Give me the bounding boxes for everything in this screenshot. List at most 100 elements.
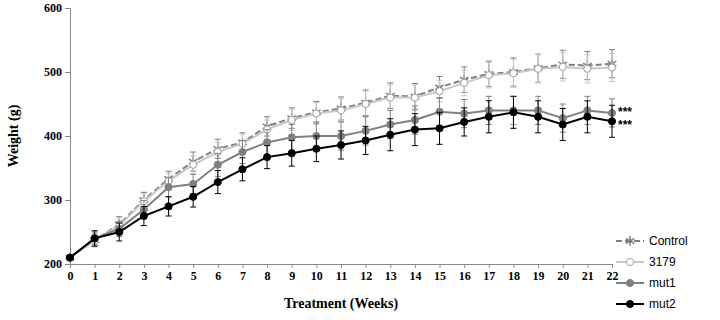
series	[66, 50, 617, 263]
x-tick-mark	[513, 264, 514, 268]
x-tick-label: 14	[409, 269, 421, 283]
series	[66, 96, 615, 261]
error-bar-cap	[437, 144, 443, 145]
legend-item: Control	[616, 234, 688, 248]
x-tick-label: 3	[141, 269, 147, 283]
point	[362, 137, 369, 144]
point	[559, 63, 566, 70]
legend: Control3179mut1mut2	[616, 234, 688, 311]
error-bar-cap	[116, 216, 122, 217]
error-bar-cap	[609, 105, 615, 106]
error-bar-cap	[412, 84, 418, 85]
x-tick-mark	[440, 264, 441, 268]
error-bar	[116, 221, 122, 236]
error-bar-cap	[215, 170, 221, 171]
x-tick-label: 12	[360, 269, 372, 283]
y-axis: 200300400500600	[44, 1, 71, 271]
error-bar-cap	[190, 174, 196, 175]
error-bar-cap	[289, 140, 295, 141]
error-bar-cap	[560, 104, 566, 105]
series-line	[70, 112, 612, 257]
error-bar-cap	[338, 98, 344, 99]
x-tick-label: 6	[215, 269, 221, 283]
error-bar-cap	[609, 49, 615, 50]
error-bar-cap	[510, 128, 516, 129]
series-line	[70, 64, 612, 258]
x-tick-mark	[538, 264, 539, 268]
error-bar-cap	[166, 173, 172, 174]
series	[66, 96, 615, 261]
x-tick-label: 13	[385, 269, 397, 283]
error-bar-cap	[535, 54, 541, 55]
error-bar	[190, 152, 196, 171]
error-bar-cap	[166, 177, 172, 178]
error-bar-cap	[116, 221, 122, 222]
error-bar	[560, 53, 566, 81]
x-tick-label: 19	[533, 269, 545, 283]
point	[436, 88, 443, 95]
error-bar-cap	[264, 129, 270, 130]
error-bar-cap	[190, 207, 196, 208]
error-bar-cap	[387, 110, 393, 111]
error-bar-cap	[412, 145, 418, 146]
error-bar	[338, 131, 344, 159]
error-bar-cap	[584, 96, 590, 97]
point	[535, 65, 542, 72]
error-bar-cap	[116, 217, 122, 218]
error-bar-cap	[289, 109, 295, 110]
error-bar-cap	[560, 108, 566, 109]
error-bar-cap	[387, 150, 393, 151]
x-tick-label: 16	[459, 269, 471, 283]
error-bar-cap	[313, 121, 319, 122]
error-bar-cap	[190, 155, 196, 156]
point	[436, 125, 443, 132]
error-bar-cap	[239, 134, 245, 135]
x-tick-mark	[267, 264, 268, 268]
error-bar-cap	[239, 132, 245, 133]
error-bar	[363, 91, 369, 117]
error-bar-cap	[313, 136, 319, 137]
error-bar	[215, 171, 221, 194]
error-bar-cap	[313, 101, 319, 102]
x-tick: 11	[336, 264, 347, 283]
x-tick-label: 2	[117, 269, 123, 283]
chart: 0123456789101112131415161718192021222003…	[0, 0, 720, 320]
error-bar-cap	[166, 196, 172, 197]
x-tick-label: 22	[607, 269, 619, 283]
error-bar-cap	[510, 59, 516, 60]
error-bar-cap	[264, 145, 270, 146]
error-bar-cap	[338, 159, 344, 160]
error-bar-cap	[289, 166, 295, 167]
error-bar	[560, 108, 566, 140]
error-bar-cap	[313, 161, 319, 162]
legend-label: 3179	[649, 255, 676, 269]
y-tick-mark	[65, 136, 70, 137]
y-axis-line	[65, 9, 71, 265]
error-bar-cap	[437, 112, 443, 113]
legend-label: mut1	[649, 276, 676, 290]
error-bar-cap	[510, 57, 516, 58]
x-tick-mark	[489, 264, 490, 268]
error-bar	[584, 55, 590, 83]
legend-label: Control	[649, 234, 688, 248]
series-line	[70, 67, 612, 258]
error-bar	[92, 231, 98, 246]
error-bar-cap	[313, 102, 319, 103]
x-tick-label: 10	[311, 269, 323, 283]
error-bar-cap	[412, 113, 418, 114]
error-bar-cap	[116, 240, 122, 241]
x-tick-mark	[563, 264, 564, 268]
error-bar	[338, 99, 344, 122]
error-bar-cap	[116, 223, 122, 224]
error-bar	[190, 156, 196, 174]
error-bar-cap	[609, 137, 615, 138]
point	[91, 235, 98, 242]
error-bar-cap	[461, 107, 467, 108]
error-bar	[510, 96, 516, 128]
x-tick-mark	[292, 264, 293, 268]
error-bar-cap	[363, 89, 369, 90]
legend-item: mut1	[616, 276, 676, 290]
legend-marker	[626, 279, 633, 286]
error-bar-cap	[387, 110, 393, 111]
point	[264, 139, 271, 146]
